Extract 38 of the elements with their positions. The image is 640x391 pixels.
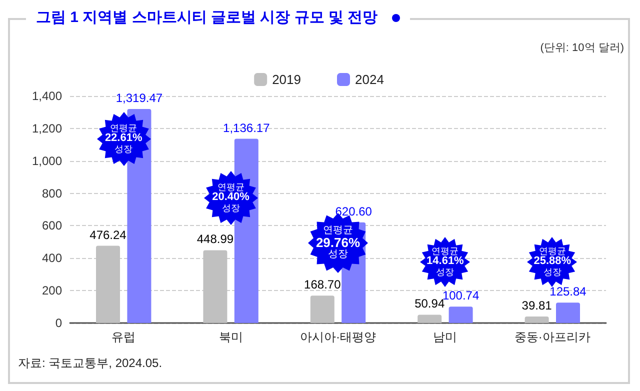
- y-tick-label: 600: [42, 218, 62, 233]
- data-label: 448.99: [196, 232, 234, 246]
- bar: [310, 296, 334, 323]
- x-tick-label: 아시아·태평양: [300, 330, 376, 344]
- annotation: 연평균 20.40% 성장: [212, 182, 250, 214]
- bar: [418, 314, 442, 323]
- y-tick-label: 1,200: [32, 121, 62, 136]
- data-label: 50.94: [414, 296, 445, 311]
- x-tick-label: 북미: [218, 330, 243, 344]
- y-tick-label: 1,400: [32, 89, 62, 103]
- y-tick-label: 400: [42, 251, 62, 266]
- bar: [524, 316, 549, 323]
- data-label: 1,319.47: [116, 91, 163, 106]
- annotation: 연평균 22.61% 성장: [104, 122, 142, 154]
- annotation: 연평균 25.88% 성장: [534, 246, 572, 278]
- data-label: 100.74: [442, 288, 480, 303]
- chart-title: 그림 1 지역별 스마트시티 글로벌 시장 규모 및 전망: [36, 8, 378, 27]
- y-tick-label: 0: [55, 316, 62, 330]
- y-tick-label: 200: [42, 284, 62, 298]
- x-tick-label: 남미: [433, 330, 458, 344]
- annotation: 연평균 14.61% 성장: [426, 246, 464, 278]
- data-label: 620.60: [335, 204, 372, 218]
- legend-label: 2019: [272, 72, 301, 87]
- bar: [556, 302, 580, 323]
- y-axis-title: (단위: 10억 달러): [540, 41, 624, 55]
- data-label: 476.24: [90, 228, 127, 242]
- x-tick-label: 유럽: [112, 330, 136, 344]
- data-label: 168.70: [304, 278, 342, 292]
- y-tick-label: 1,000: [32, 154, 62, 168]
- text: 자료: 국토교통부, 2024.05.: [18, 355, 162, 372]
- annotation: 연평균 29.76% 성장: [316, 224, 360, 260]
- data-label: 39.81: [522, 298, 552, 313]
- bar: [448, 306, 473, 323]
- y-tick-label: 800: [42, 186, 62, 200]
- data-label: 1,136.17: [223, 120, 270, 135]
- data-label: 125.84: [550, 284, 587, 299]
- legend-label: 2024: [355, 72, 384, 87]
- x-tick-label: 중동·아프리카: [514, 330, 590, 344]
